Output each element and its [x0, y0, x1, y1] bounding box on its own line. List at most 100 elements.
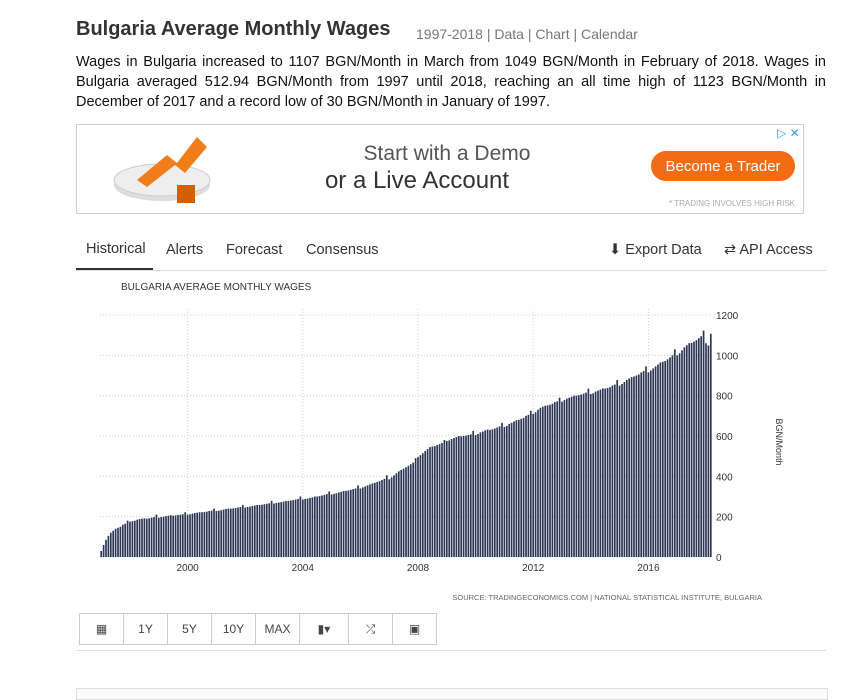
y-tick-label: 200 — [716, 513, 733, 524]
bar — [369, 484, 371, 557]
bar — [189, 514, 191, 557]
ad-banner[interactable]: Start with a Demo or a Live Account Beco… — [76, 124, 804, 214]
bar — [635, 375, 638, 557]
tab[interactable]: Alerts — [166, 242, 204, 258]
bar — [124, 523, 127, 557]
bar — [568, 397, 571, 557]
shuffle-button[interactable]: ⤮ — [349, 614, 393, 644]
bar — [172, 515, 175, 557]
bar — [676, 355, 679, 557]
tabs: Historical Alerts Forecast Consensus ⬇ E… — [76, 230, 826, 271]
bar — [705, 343, 707, 557]
bar — [213, 508, 215, 557]
link[interactable]: 1997-2018 — [416, 26, 483, 42]
bar — [525, 415, 527, 557]
next-panel — [76, 688, 828, 700]
bar — [424, 451, 427, 557]
tab[interactable]: Consensus — [306, 242, 379, 258]
bar — [203, 512, 206, 557]
bar — [426, 449, 429, 557]
range-button[interactable]: 10Y — [212, 614, 256, 644]
bar — [335, 493, 338, 557]
bar — [537, 409, 539, 557]
bar — [155, 514, 158, 557]
source: SOURCE: TRADINGECONOMICS.COM | NATIONAL … — [452, 593, 762, 602]
bar — [354, 488, 357, 557]
bar — [661, 361, 664, 557]
bar — [472, 430, 475, 557]
bar — [448, 440, 451, 557]
ad-line1: Start with a Demo — [364, 142, 531, 165]
bar — [364, 486, 367, 557]
bar — [253, 505, 256, 557]
bar — [117, 527, 119, 557]
bar — [529, 410, 532, 557]
range-button[interactable]: 1Y — [124, 614, 168, 644]
bar — [107, 535, 110, 557]
bar — [378, 481, 381, 557]
bar — [534, 412, 537, 557]
bar — [453, 438, 455, 557]
bar — [131, 521, 134, 557]
bar — [618, 385, 621, 557]
bar — [522, 417, 525, 557]
bar — [215, 511, 218, 557]
y-tick-label: 1000 — [716, 351, 739, 362]
chart: BULGARIA AVERAGE MONTHLY WAGES BGN/Month… — [100, 282, 784, 602]
bar — [323, 494, 326, 557]
bar — [251, 505, 254, 557]
bar — [100, 550, 103, 557]
bar — [601, 388, 604, 557]
bar — [167, 515, 170, 557]
bar — [673, 349, 676, 557]
bar — [359, 488, 362, 557]
image-button[interactable]: ▣ — [408, 622, 421, 636]
ad-button[interactable]: Become a Trader — [665, 158, 780, 175]
bar — [657, 364, 659, 557]
range-button[interactable]: 5Y — [168, 614, 212, 644]
bar — [517, 419, 520, 557]
bar — [582, 393, 585, 557]
bar — [337, 492, 340, 557]
bar — [191, 513, 194, 557]
bar — [347, 490, 350, 557]
bar — [597, 390, 599, 557]
x-tick-label: 2008 — [407, 563, 430, 574]
bar — [304, 498, 307, 557]
chart-type-button[interactable]: ▮▾ — [300, 614, 349, 644]
bar — [477, 433, 479, 557]
export-data[interactable]: Export Data — [625, 242, 702, 258]
link[interactable]: Chart — [535, 26, 570, 42]
bar — [527, 414, 530, 557]
bar — [625, 379, 628, 557]
bar — [501, 422, 503, 557]
bar — [513, 421, 515, 557]
api-access[interactable]: API Access — [739, 242, 813, 258]
bar — [400, 469, 403, 557]
bar — [193, 513, 196, 557]
tab[interactable]: Historical — [86, 241, 146, 257]
bar — [229, 508, 232, 557]
bar — [105, 539, 107, 557]
bar — [659, 362, 662, 557]
bar — [642, 371, 645, 557]
bar — [150, 517, 153, 557]
bar — [520, 418, 523, 557]
range-button[interactable]: MAX — [256, 614, 300, 644]
bar — [388, 479, 391, 557]
bar — [616, 379, 619, 557]
calendar-button[interactable]: ▦ — [80, 614, 124, 644]
bar — [249, 506, 251, 557]
link[interactable]: Calendar — [581, 26, 638, 42]
bar — [510, 422, 513, 557]
bar — [647, 372, 650, 557]
bar — [232, 508, 235, 557]
link[interactable]: Data — [494, 26, 524, 42]
bar — [244, 507, 247, 557]
bar — [270, 500, 273, 557]
bar — [289, 500, 292, 557]
bar — [649, 370, 652, 557]
bar — [438, 444, 441, 557]
y-axis-label: BGN/Month — [774, 418, 784, 465]
tab[interactable]: Forecast — [226, 242, 283, 258]
